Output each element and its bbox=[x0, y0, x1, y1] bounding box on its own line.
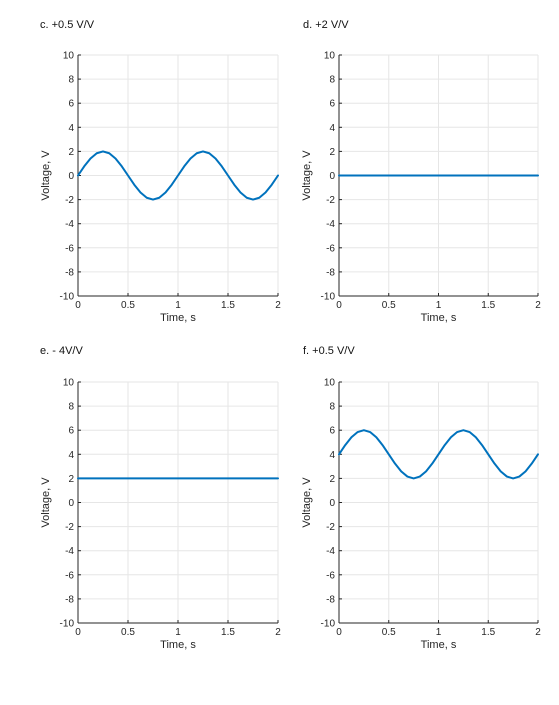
y-tick-label: 2 bbox=[68, 474, 74, 485]
y-tick-label: 4 bbox=[329, 450, 335, 461]
y-tick-label: 6 bbox=[68, 426, 74, 437]
y-tick-label: -8 bbox=[65, 594, 74, 605]
y-axis-label: Voltage, V bbox=[40, 477, 52, 528]
x-tick-label: 1 bbox=[175, 300, 181, 311]
chart-panel-2: e. - 4V/V 0 0.5 1 1.5 2 -10 -8 -6 -4 -2 0 2 4 6 8 10 Time… bbox=[40, 345, 281, 651]
y-tick-label: 4 bbox=[68, 450, 74, 461]
y-tick-label: 8 bbox=[68, 75, 74, 86]
y-tick-label: -6 bbox=[65, 570, 74, 581]
y-tick-label: 4 bbox=[68, 123, 74, 134]
y-tick-label: -6 bbox=[326, 243, 335, 254]
x-tick-label: 0 bbox=[336, 300, 342, 311]
y-tick-label: -4 bbox=[65, 546, 74, 557]
y-tick-label: -6 bbox=[65, 243, 74, 254]
series-line-0 bbox=[77, 150, 279, 201]
y-tick-label: 0 bbox=[329, 171, 335, 182]
chart-title: c. +0.5 V/V bbox=[40, 19, 95, 31]
x-tick-label: 0.5 bbox=[382, 300, 396, 311]
x-tick-label: 0 bbox=[75, 627, 81, 638]
y-tick-label: 10 bbox=[324, 378, 336, 389]
y-tick-label: -4 bbox=[326, 219, 335, 230]
y-tick-label: -8 bbox=[326, 267, 335, 278]
y-axis-label: Voltage, V bbox=[301, 150, 313, 201]
chart-panel-3: f. +0.5 V/V 0 0.5 1 1.5 2 -10 -8 -6 -4 -2 0 2 4 6 8 10 Ti… bbox=[301, 345, 541, 651]
y-tick-label: -10 bbox=[321, 619, 336, 630]
y-tick-label: 0 bbox=[68, 171, 74, 182]
y-tick-label: 10 bbox=[324, 51, 336, 62]
y-tick-label: -6 bbox=[326, 570, 335, 581]
y-tick-label: -2 bbox=[326, 522, 335, 533]
y-tick-label: -2 bbox=[65, 195, 74, 206]
x-tick-label: 0.5 bbox=[382, 627, 396, 638]
x-tick-label: 0.5 bbox=[121, 300, 135, 311]
x-axis-label: Time, s bbox=[160, 639, 196, 651]
y-tick-label: 6 bbox=[329, 99, 335, 110]
y-axis-label: Voltage, V bbox=[301, 477, 313, 528]
y-tick-label: -4 bbox=[326, 546, 335, 557]
x-tick-label: 2 bbox=[535, 627, 541, 638]
x-tick-label: 0 bbox=[336, 627, 342, 638]
y-tick-label: -4 bbox=[65, 219, 74, 230]
chart-title: d. +2 V/V bbox=[303, 19, 349, 31]
y-tick-label: 4 bbox=[329, 123, 335, 134]
series-line-0 bbox=[338, 429, 539, 480]
y-tick-label: 0 bbox=[329, 498, 335, 509]
y-tick-label: 2 bbox=[68, 147, 74, 158]
x-tick-label: 1 bbox=[436, 300, 442, 311]
x-tick-label: 2 bbox=[275, 627, 281, 638]
x-tick-label: 2 bbox=[535, 300, 541, 311]
x-axis-label: Time, s bbox=[421, 312, 457, 324]
chart-panel-1: d. +2 V/V 0 0.5 1 1.5 2 -10 -8 -6 -4 -2 0 2 4 6 8 10 Time… bbox=[301, 19, 541, 324]
y-tick-label: 2 bbox=[329, 474, 335, 485]
chart-title: e. - 4V/V bbox=[40, 345, 83, 357]
x-axis-label: Time, s bbox=[421, 639, 457, 651]
x-tick-label: 0.5 bbox=[121, 627, 135, 638]
x-tick-label: 1.5 bbox=[481, 300, 495, 311]
y-tick-label: 8 bbox=[68, 402, 74, 413]
x-tick-label: 2 bbox=[275, 300, 281, 311]
x-axis-label: Time, s bbox=[160, 312, 196, 324]
x-tick-label: 0 bbox=[75, 300, 81, 311]
x-tick-label: 1.5 bbox=[221, 627, 235, 638]
chart-panel-0: c. +0.5 V/V 0 0.5 1 1.5 2 -10 -8 -6 -4 -2 0 2 4 6 8 10 Ti… bbox=[40, 19, 281, 324]
y-tick-label: -8 bbox=[65, 267, 74, 278]
x-tick-label: 1 bbox=[436, 627, 442, 638]
y-axis-label: Voltage, V bbox=[40, 150, 52, 201]
y-tick-label: -2 bbox=[326, 195, 335, 206]
y-tick-label: 8 bbox=[329, 75, 335, 86]
y-tick-label: 2 bbox=[329, 147, 335, 158]
y-tick-label: 10 bbox=[63, 378, 75, 389]
y-tick-label: 6 bbox=[329, 426, 335, 437]
y-tick-label: -8 bbox=[326, 594, 335, 605]
y-tick-label: -10 bbox=[60, 292, 75, 303]
y-tick-label: 6 bbox=[68, 99, 74, 110]
chart-title: f. +0.5 V/V bbox=[303, 345, 355, 357]
y-tick-label: -10 bbox=[60, 619, 75, 630]
y-tick-label: -2 bbox=[65, 522, 74, 533]
y-tick-label: -10 bbox=[321, 292, 336, 303]
x-tick-label: 1 bbox=[175, 627, 181, 638]
y-tick-label: 8 bbox=[329, 402, 335, 413]
x-tick-label: 1.5 bbox=[481, 627, 495, 638]
y-tick-label: 10 bbox=[63, 51, 75, 62]
y-tick-label: 0 bbox=[68, 498, 74, 509]
x-tick-label: 1.5 bbox=[221, 300, 235, 311]
